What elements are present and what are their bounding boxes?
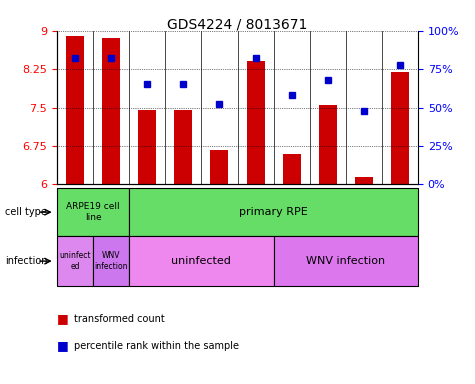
Text: ■: ■ [57,312,69,325]
Text: transformed count: transformed count [74,314,164,324]
Text: WNV
infection: WNV infection [95,252,128,271]
Text: cell type: cell type [5,207,47,217]
Bar [174,110,192,184]
Text: uninfect
ed: uninfect ed [59,252,91,271]
Bar [283,154,301,184]
Text: ■: ■ [57,339,69,352]
Bar [102,38,120,184]
Bar [247,61,265,184]
Bar [355,177,373,184]
Bar [138,110,156,184]
Text: infection: infection [5,256,47,266]
Text: percentile rank within the sample: percentile rank within the sample [74,341,238,351]
Text: ARPE19 cell
line: ARPE19 cell line [66,202,120,222]
Text: WNV infection: WNV infection [306,256,385,266]
Bar [66,36,84,184]
Text: GDS4224 / 8013671: GDS4224 / 8013671 [167,17,308,31]
Bar [391,72,409,184]
Bar [319,105,337,184]
Text: uninfected: uninfected [171,256,231,266]
Text: primary RPE: primary RPE [239,207,308,217]
Bar [210,149,228,184]
